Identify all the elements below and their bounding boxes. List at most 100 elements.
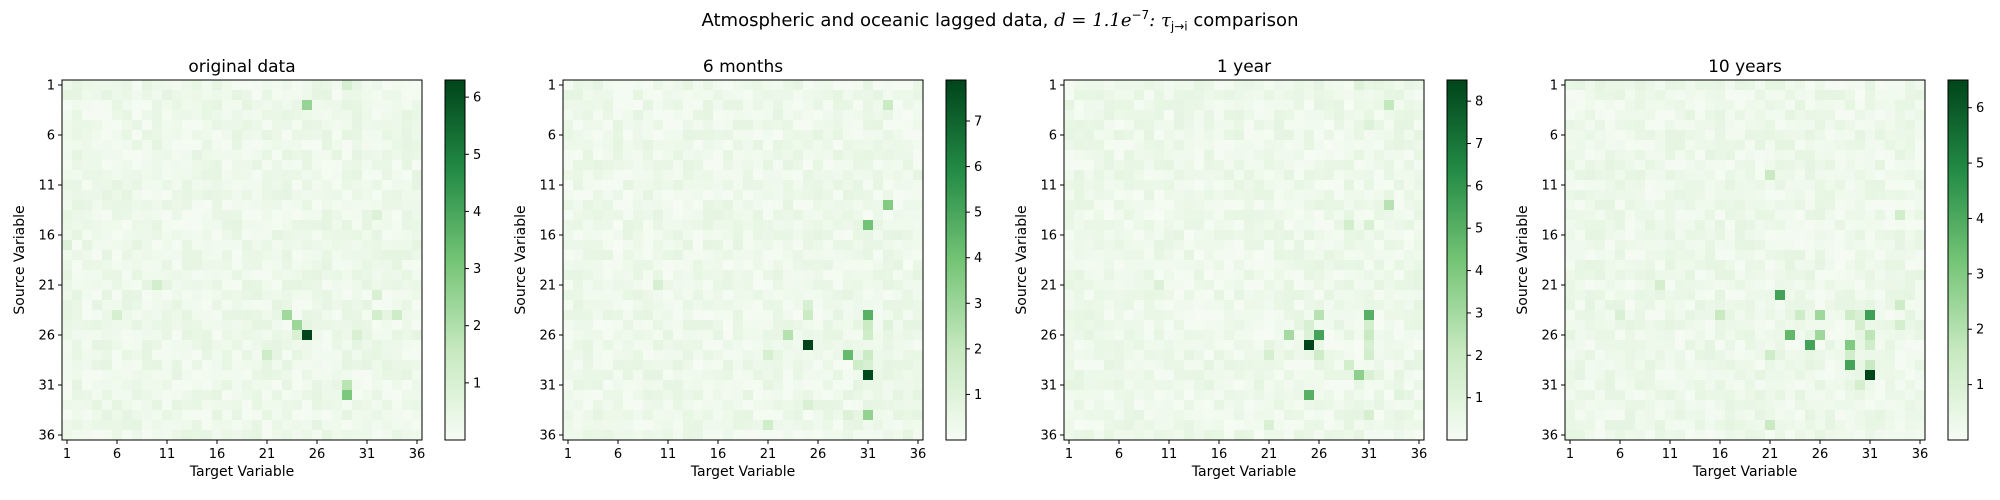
heatmap-cell <box>1224 140 1235 151</box>
y-tick-label: 1 <box>1049 79 1057 94</box>
colorbar-segment <box>946 269 966 273</box>
heatmap-cell <box>262 320 273 331</box>
heatmap-cell <box>262 140 273 151</box>
heatmap-cell <box>72 350 83 361</box>
heatmap-cell <box>833 240 844 251</box>
heatmap-cell <box>853 310 864 321</box>
heatmap-cell <box>593 220 604 231</box>
heatmap-cell <box>1264 110 1275 121</box>
heatmap-cell <box>1625 220 1636 231</box>
heatmap-cell <box>773 220 784 231</box>
heatmap-cell <box>683 420 694 431</box>
heatmap-cell <box>833 90 844 101</box>
heatmap-cell <box>112 210 123 221</box>
heatmap-cell <box>1805 120 1816 131</box>
heatmap-cell <box>1314 380 1325 391</box>
heatmap-cell <box>703 360 714 371</box>
heatmap-cell <box>1625 240 1636 251</box>
heatmap-cell <box>1364 340 1375 351</box>
colorbar-segment <box>1447 167 1467 171</box>
heatmap-cell <box>733 290 744 301</box>
x-tick-label: 6 <box>1115 447 1123 462</box>
heatmap-cell <box>803 200 814 211</box>
heatmap-cell <box>112 360 123 371</box>
heatmap-cell <box>733 80 744 91</box>
heatmap-cell <box>1184 160 1195 171</box>
colorbar-segment <box>445 308 465 312</box>
heatmap-cell <box>713 270 724 281</box>
heatmap-cell <box>1855 220 1866 231</box>
colorbar-segment <box>1447 215 1467 219</box>
heatmap-cell <box>883 250 894 261</box>
heatmap-cell <box>162 340 173 351</box>
heatmap-cell <box>1204 300 1215 311</box>
heatmap-cell <box>1675 120 1686 131</box>
heatmap-cell <box>242 250 253 261</box>
heatmap-cell <box>232 170 243 181</box>
heatmap-cell <box>232 140 243 151</box>
heatmap-cell <box>883 240 894 251</box>
heatmap-cell <box>1114 200 1125 211</box>
heatmap-cell <box>1314 410 1325 421</box>
heatmap-cell <box>1414 180 1425 191</box>
heatmap-cell <box>202 340 213 351</box>
heatmap-cell <box>643 160 654 171</box>
heatmap-cell <box>142 400 153 411</box>
heatmap-cell <box>352 80 363 91</box>
heatmap-cell <box>1124 220 1135 231</box>
heatmap-cell <box>1845 160 1856 171</box>
heatmap-cell <box>122 110 133 121</box>
heatmap-cell <box>1264 280 1275 291</box>
heatmap-cell <box>1124 350 1135 361</box>
heatmap-cell <box>903 190 914 201</box>
colorbar-segment <box>1447 362 1467 366</box>
heatmap-cell <box>873 370 884 381</box>
heatmap-cell <box>1214 310 1225 321</box>
heatmap-cell <box>833 370 844 381</box>
heatmap-cell <box>282 130 293 141</box>
heatmap-cell <box>1374 430 1385 441</box>
heatmap-cell <box>1915 230 1926 241</box>
heatmap-cell <box>803 370 814 381</box>
heatmap-cell <box>202 240 213 251</box>
heatmap-cell <box>252 310 263 321</box>
heatmap-cell <box>563 300 574 311</box>
heatmap-cell <box>412 90 423 101</box>
heatmap-cell <box>72 340 83 351</box>
heatmap-cell <box>262 150 273 161</box>
heatmap-cell <box>693 380 704 391</box>
heatmap-cell <box>92 290 103 301</box>
heatmap-cell <box>1124 160 1135 171</box>
heatmap-cell <box>643 320 654 331</box>
heatmap-cell <box>1344 130 1355 141</box>
heatmap-cell <box>1354 420 1365 431</box>
heatmap-cell <box>1635 200 1646 211</box>
heatmap-cell <box>583 220 594 231</box>
heatmap-cell <box>252 210 263 221</box>
heatmap-cell <box>683 150 694 161</box>
colorbar-segment <box>946 233 966 237</box>
colorbar-segment <box>445 296 465 300</box>
heatmap-cell <box>603 80 614 91</box>
heatmap-cell <box>82 180 93 191</box>
heatmap-cell <box>1214 230 1225 241</box>
heatmap-cell <box>1124 210 1135 221</box>
heatmap-cell <box>302 220 313 231</box>
heatmap-cell <box>743 210 754 221</box>
heatmap-cell <box>132 140 143 151</box>
heatmap-cell <box>733 120 744 131</box>
heatmap-cell <box>1815 120 1826 131</box>
heatmap-cell <box>1104 110 1115 121</box>
heatmap-cell <box>673 230 684 241</box>
heatmap-cell <box>182 190 193 201</box>
heatmap-cell <box>1354 290 1365 301</box>
heatmap-cell <box>1154 220 1165 231</box>
heatmap-cell <box>603 200 614 211</box>
heatmap-cell <box>262 180 273 191</box>
heatmap-cell <box>1565 190 1576 201</box>
heatmap-cell <box>1124 320 1135 331</box>
heatmap-cell <box>1174 300 1185 311</box>
colorbar-segment <box>1447 314 1467 318</box>
heatmap-cell <box>773 210 784 221</box>
heatmap-cell <box>1154 360 1165 371</box>
